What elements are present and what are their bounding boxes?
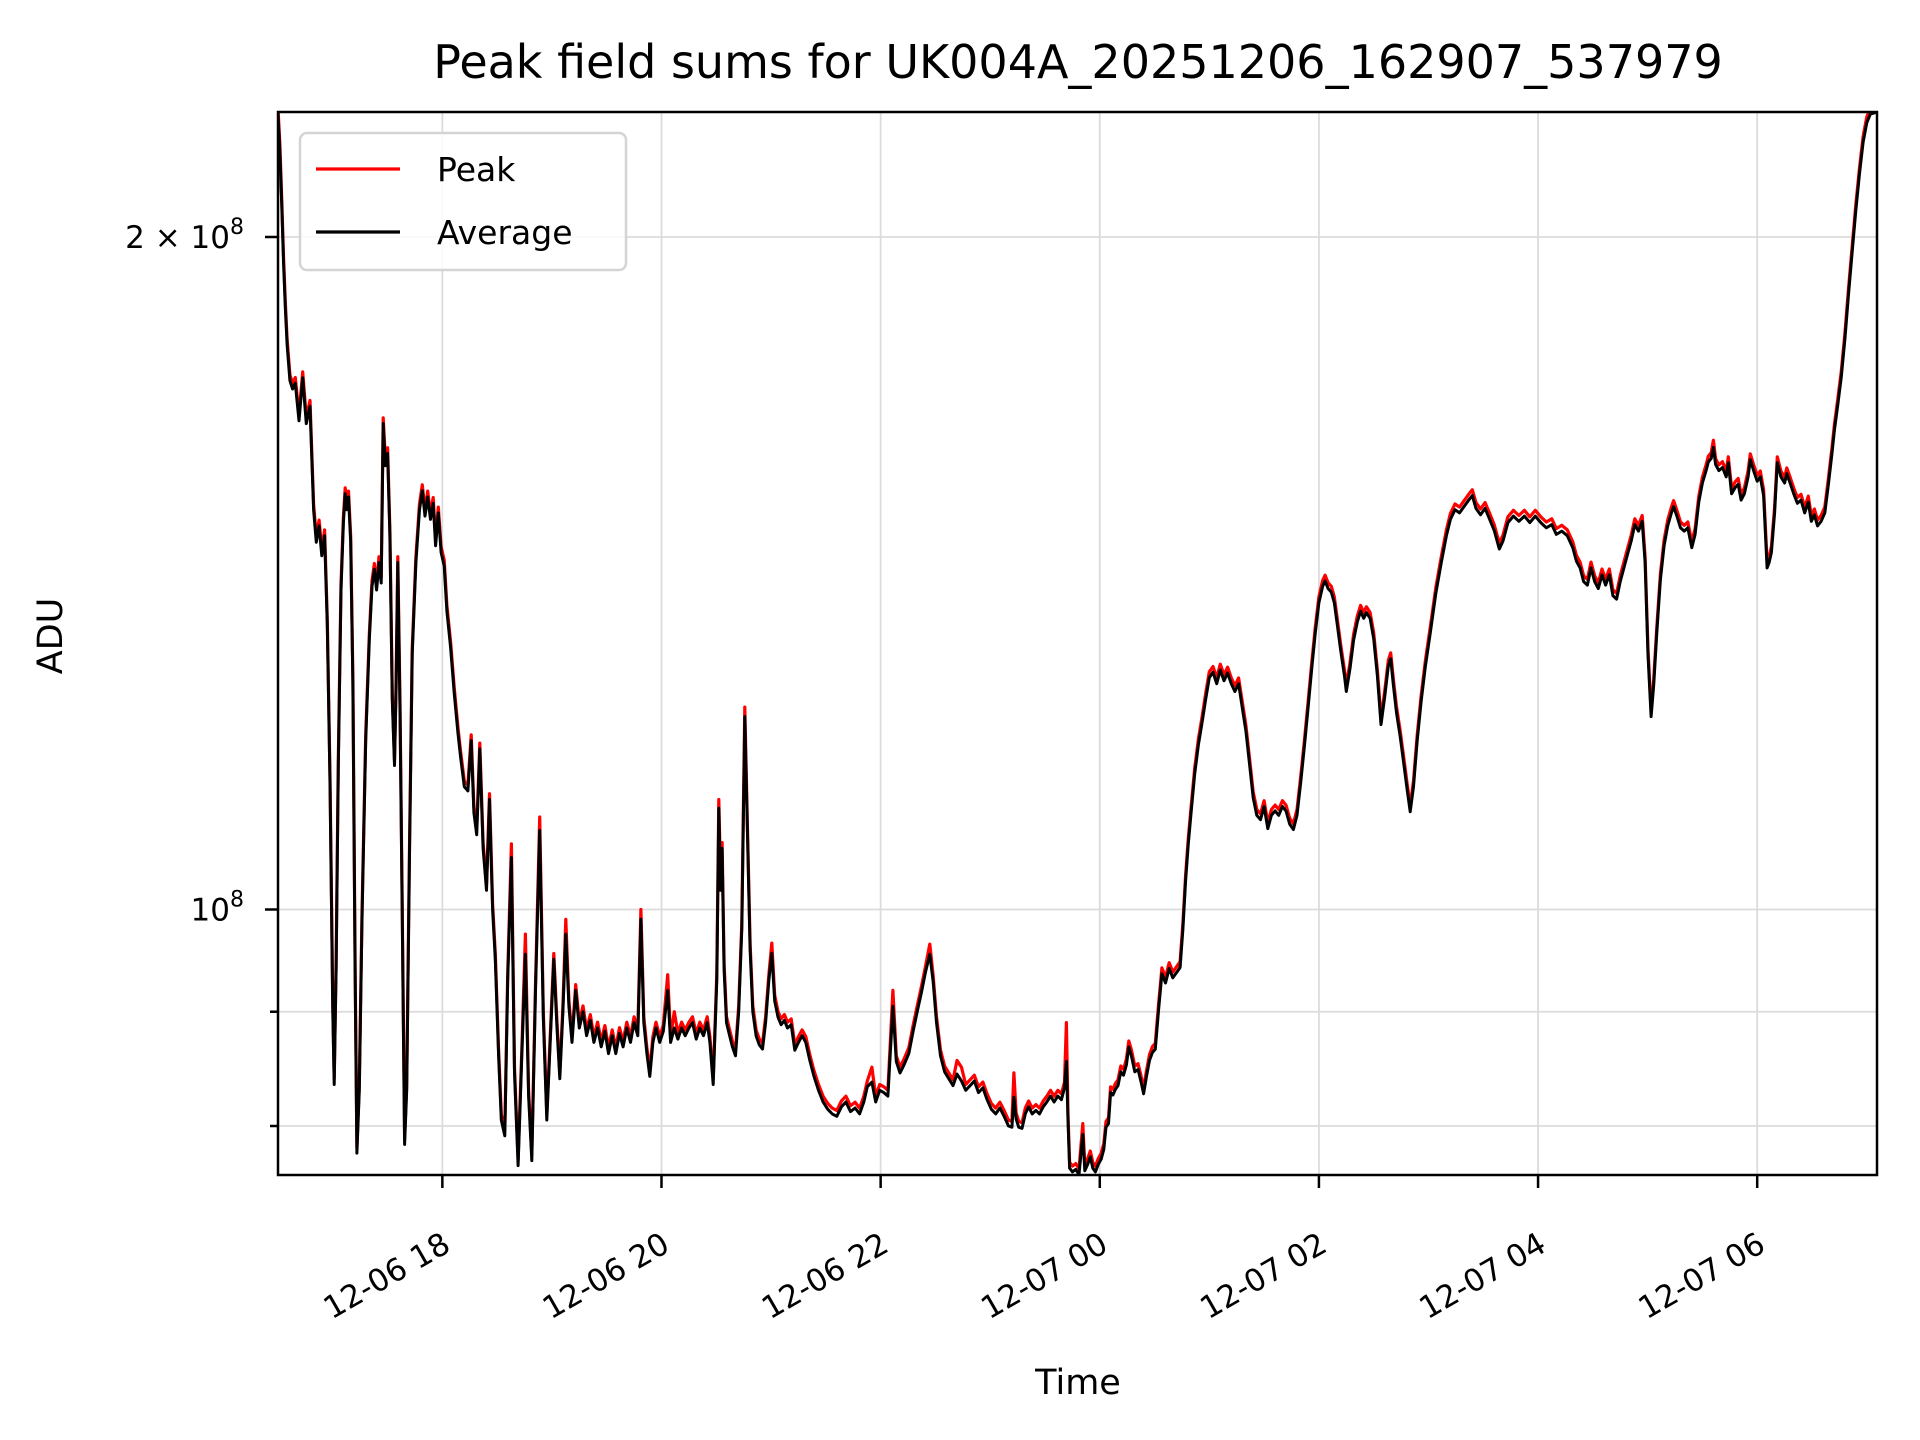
tick-label-layer: 12-06 18 12-06 20 12-06 22 12-07 00 12-07 02… <box>125 215 1771 1327</box>
x-tick-label: 12-07 04 <box>1413 1226 1552 1327</box>
x-axis-label: Time <box>1034 1363 1121 1403</box>
legend-peak-label: Peak <box>437 150 516 189</box>
legend: Peak Average <box>298 131 628 272</box>
plot-border <box>276 110 1879 1177</box>
tick-layer <box>265 235 1759 1188</box>
grid-layer <box>278 112 1877 1175</box>
x-tick-label: 12-06 20 <box>537 1226 676 1327</box>
legend-box <box>298 131 628 272</box>
legend-average-label: Average <box>437 213 573 252</box>
x-tick-label: 12-07 06 <box>1632 1226 1771 1327</box>
series-average-line <box>278 112 1877 1175</box>
x-tick-label: 12-06 22 <box>756 1226 895 1327</box>
series-layer <box>278 112 1877 1175</box>
x-tick-label: 12-06 18 <box>318 1226 457 1327</box>
chart-title: Peak field sums for UK004A_20251206_1629… <box>433 35 1723 89</box>
x-tick-label: 12-07 02 <box>1194 1226 1333 1327</box>
y-tick-label: 108 <box>191 888 244 929</box>
y-tick-label: 2 × 108 <box>125 215 244 256</box>
y-axis-label: ADU <box>31 598 71 675</box>
x-tick-label: 12-07 00 <box>975 1226 1114 1327</box>
